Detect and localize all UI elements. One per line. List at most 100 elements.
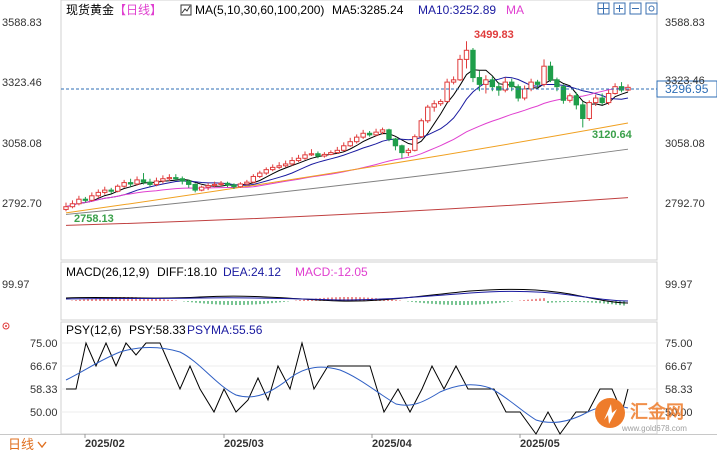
candle — [250, 174, 257, 184]
candle — [211, 181, 218, 188]
candle — [625, 84, 631, 92]
macd-value: MACD:-12.05 — [295, 265, 368, 279]
candle — [580, 101, 586, 128]
candle — [321, 152, 328, 158]
candle — [573, 92, 580, 110]
ma-settings-icon[interactable] — [180, 4, 192, 16]
candle — [257, 170, 263, 179]
candle — [102, 186, 108, 195]
candle — [315, 151, 321, 159]
candle — [192, 183, 198, 193]
psy-title: PSY(12,6) — [66, 323, 121, 337]
candle — [282, 160, 289, 168]
macd-dea-line — [65, 290, 629, 302]
period-button[interactable]: 日线 — [8, 437, 34, 452]
price-tick-left-1: 3588.83 — [2, 17, 42, 29]
ma200-line — [65, 197, 629, 226]
candle — [244, 179, 250, 186]
zoom-out-icon[interactable] — [629, 2, 642, 15]
psy-line — [66, 341, 629, 435]
candle — [334, 146, 341, 154]
candle — [127, 178, 134, 187]
candle — [541, 59, 547, 87]
gold678-watermark: 汇金网 www.gold678.com — [595, 398, 687, 433]
candle — [140, 173, 147, 185]
candle — [605, 90, 612, 105]
candle — [386, 128, 392, 142]
price-tick-right-4: 2792.70 — [665, 198, 705, 210]
ma30-line — [65, 87, 629, 208]
panel-settings-icon[interactable] — [2, 322, 10, 330]
ma10-value: MA10:3252.89 — [418, 3, 496, 17]
psy-tick-right-3: 58.33 — [665, 384, 693, 396]
candle — [392, 137, 399, 151]
candle — [166, 174, 173, 182]
high-annotation: 3499.83 — [474, 29, 514, 41]
candle — [502, 77, 508, 93]
candle — [599, 93, 605, 105]
date-label-feb: 2025/02 — [85, 438, 125, 450]
candle — [360, 129, 366, 139]
candle — [425, 104, 431, 124]
psy-value: PSY:58.33 — [129, 323, 186, 337]
date-label-apr: 2025/04 — [372, 438, 413, 450]
candle — [295, 154, 302, 163]
candle — [431, 100, 437, 112]
candle — [121, 179, 127, 188]
candle — [418, 118, 424, 138]
macd-title: MACD(26,12,9) — [66, 265, 149, 279]
candle — [593, 94, 599, 106]
ma60-line — [65, 122, 629, 214]
candle — [95, 189, 101, 199]
candle — [173, 174, 179, 182]
candle — [399, 144, 405, 159]
price-tick-left-2: 3323.46 — [2, 77, 42, 89]
candle — [347, 137, 353, 147]
candle — [76, 195, 82, 206]
psy-tick-right-4: 50.00 — [665, 407, 693, 419]
candle — [218, 181, 224, 187]
price-tick-left-4: 2792.70 — [2, 198, 42, 210]
candle — [82, 196, 89, 203]
candle — [586, 100, 592, 121]
candle — [515, 84, 521, 102]
crosshair-icon[interactable] — [597, 2, 610, 15]
macd-tick-left: 99.97 — [2, 279, 30, 291]
psy-tick-left-1: 75.00 — [30, 338, 58, 350]
candle — [134, 176, 140, 186]
ma5-value: MA5:3285.24 — [332, 3, 404, 17]
candle — [341, 142, 347, 152]
candle — [263, 167, 269, 175]
settings-icon[interactable] — [645, 2, 658, 15]
zoom-in-icon[interactable] — [613, 2, 626, 15]
candle — [444, 78, 450, 103]
period-label[interactable]: 【日线】 — [114, 3, 162, 17]
candle — [547, 61, 554, 83]
ma-more: MA — [506, 3, 524, 17]
candle — [114, 184, 121, 193]
svg-text:www.gold678.com: www.gold678.com — [621, 424, 687, 433]
candle — [612, 83, 618, 95]
ma100-line — [65, 148, 629, 215]
candle — [89, 192, 95, 202]
price-tick-right-3: 3058.08 — [665, 138, 705, 150]
macd-diff: DIFF:18.10 — [157, 265, 217, 279]
chevron-down-icon[interactable] — [37, 441, 47, 449]
svg-text:汇金网: 汇金网 — [630, 401, 684, 422]
psy-tick-right-2: 66.67 — [665, 361, 693, 373]
ma-params: MA(5,10,30,60,100,200) — [195, 3, 324, 17]
candle — [69, 200, 76, 209]
psy-tick-right-1: 75.00 — [665, 338, 693, 350]
candle — [405, 148, 412, 157]
price-tick-left-3: 3058.08 — [2, 138, 42, 150]
candle — [521, 85, 528, 101]
psy-tick-left-4: 50.00 — [30, 407, 58, 419]
candle — [483, 75, 489, 94]
symbol-title: 现货黄金 — [66, 2, 114, 17]
candle — [224, 181, 231, 188]
psy-tick-left-3: 58.33 — [30, 384, 58, 396]
ma10-line — [65, 76, 629, 208]
psy-tick-left-2: 66.67 — [30, 361, 58, 373]
candle — [450, 76, 457, 85]
